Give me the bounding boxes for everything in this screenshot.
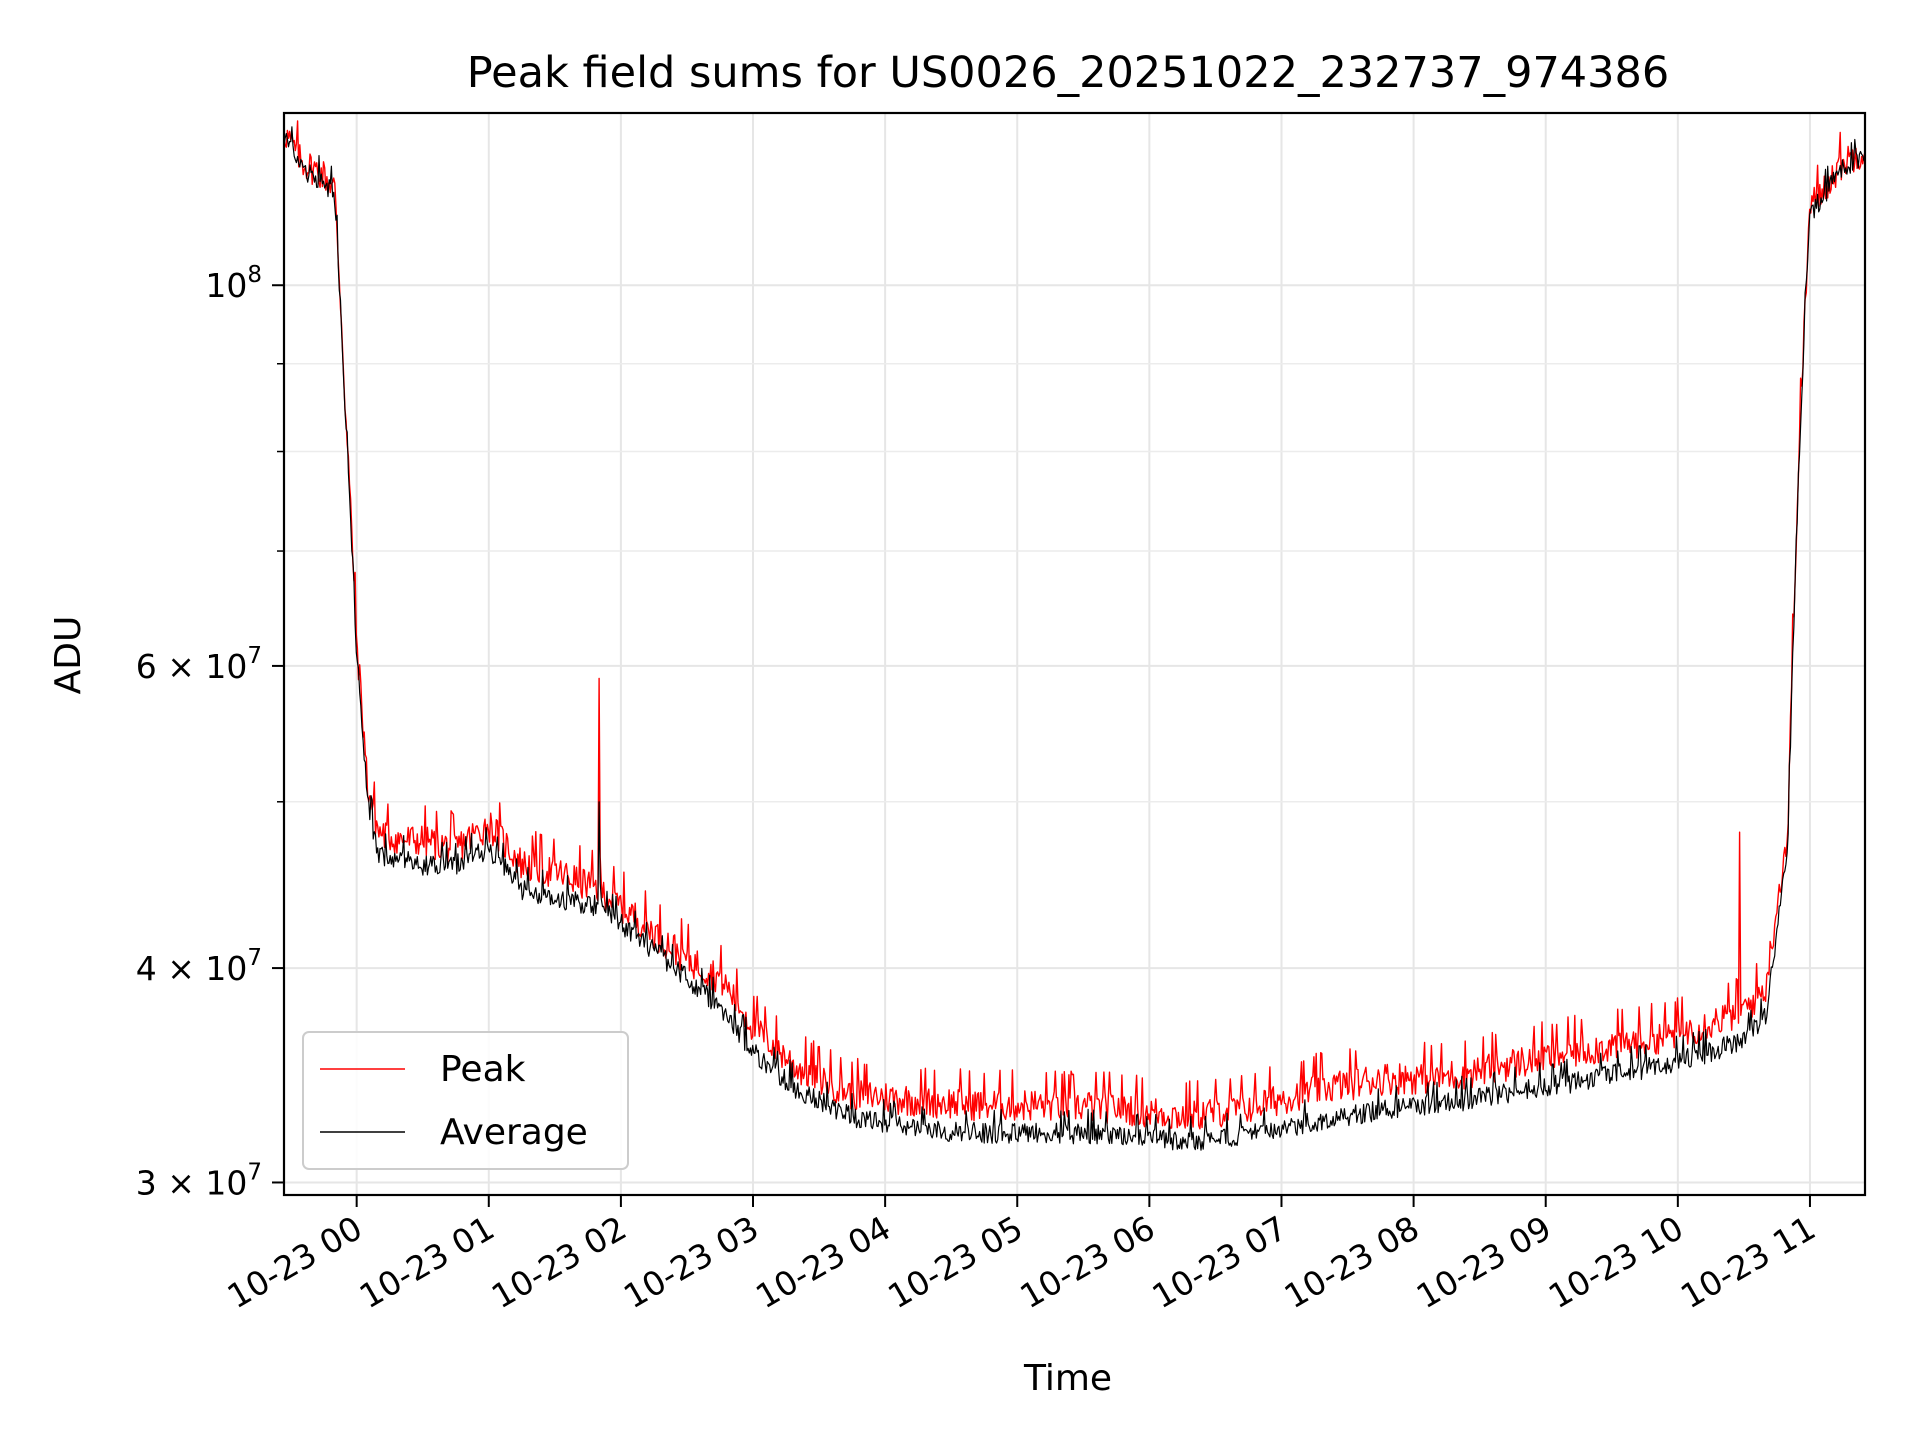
x-tick-label: 10-23 09 (1410, 1208, 1558, 1316)
y-tick-label: 3 × 107 (136, 1159, 262, 1202)
x-tick-label: 10-23 10 (1542, 1208, 1690, 1316)
x-tick-label: 10-23 04 (749, 1208, 897, 1316)
series-lines (283, 120, 1866, 1151)
series-line-peak (283, 120, 1866, 1130)
y-tick-label: 4 × 107 (136, 945, 262, 988)
legend-label-peak: Peak (440, 1049, 526, 1090)
y-tick-label: 108 (205, 262, 262, 305)
x-tick-label: 10-23 06 (1013, 1208, 1161, 1316)
y-axis-ticks: 3 × 107 4 × 107 6 × 107 108 (136, 262, 284, 1202)
legend: Peak Average (302, 1031, 629, 1170)
y-tick-label: 6 × 107 (136, 643, 262, 686)
x-tick-label: 10-23 08 (1278, 1208, 1426, 1316)
legend-box (302, 1031, 629, 1170)
chart-title: Peak field sums for US0026_20251022_2327… (467, 48, 1670, 98)
x-tick-label: 10-23 00 (221, 1208, 369, 1316)
y-axis-label: ADU (48, 616, 89, 695)
x-axis-label: Time (1023, 1358, 1112, 1399)
grid-lines (284, 113, 1865, 1195)
series-line-average (283, 126, 1866, 1151)
legend-label-average: Average (440, 1112, 588, 1153)
x-tick-label: 10-23 02 (485, 1208, 633, 1316)
x-tick-label: 10-23 03 (617, 1208, 765, 1316)
plot-frame (282, 111, 1867, 1197)
x-tick-label: 10-23 05 (881, 1208, 1029, 1316)
x-tick-label: 10-23 01 (353, 1208, 501, 1316)
x-tick-label: 10-23 11 (1674, 1208, 1822, 1316)
x-tick-label: 10-23 07 (1145, 1208, 1293, 1316)
